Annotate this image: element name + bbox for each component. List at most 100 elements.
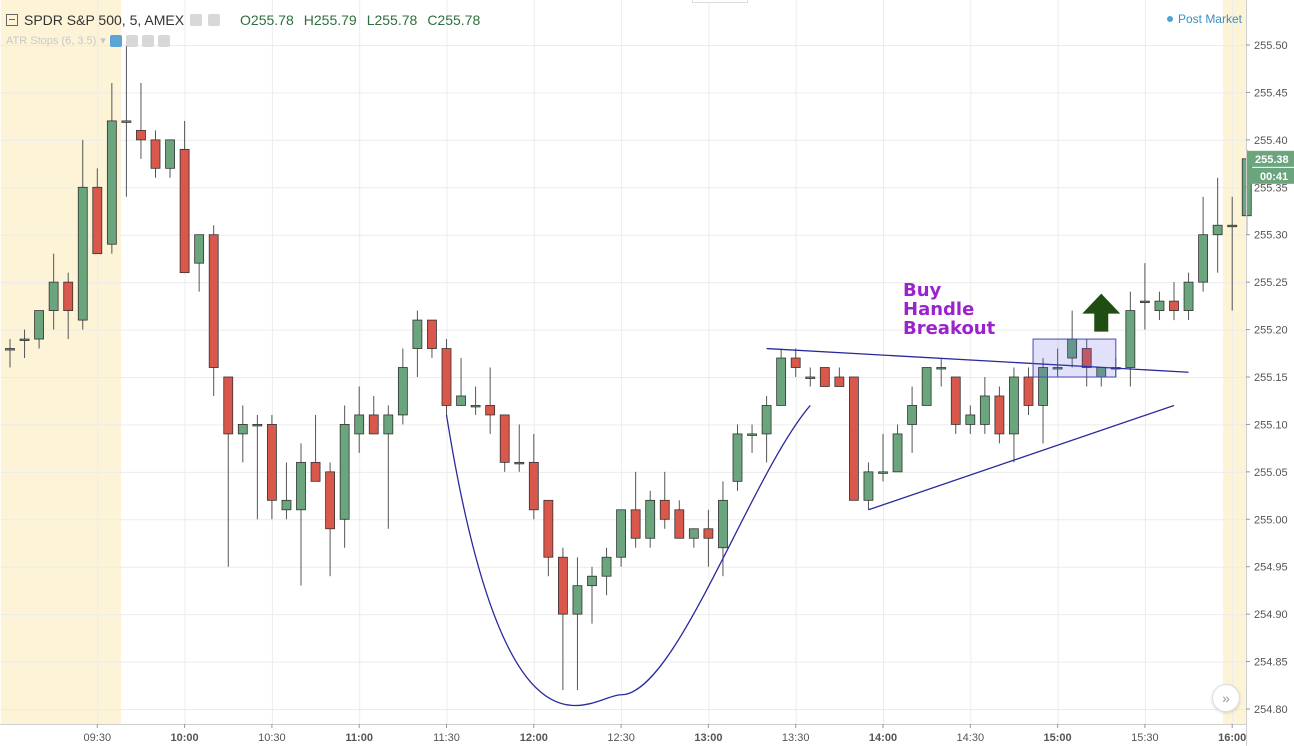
candle <box>1038 358 1048 444</box>
chevron-down-icon[interactable]: ▾ <box>100 35 106 47</box>
candle-body <box>63 281 74 311</box>
countdown-badge <box>1247 167 1294 184</box>
candle-body <box>761 405 772 435</box>
candle-body <box>48 281 59 311</box>
candle <box>1081 339 1092 387</box>
symbol-title[interactable]: SPDR S&P 500, 5, AMEX <box>24 12 185 28</box>
candle-body <box>237 424 248 435</box>
candle-body <box>310 461 321 482</box>
candle <box>1009 367 1019 463</box>
time-tick-label: 15:30 <box>1131 732 1159 744</box>
candle <box>150 130 161 178</box>
candle <box>383 405 394 529</box>
candle-body <box>1169 300 1179 312</box>
study-legend: ATR Stops (6, 3.5) ▾ <box>6 34 170 47</box>
time-tick-label: 11:30 <box>433 732 460 744</box>
candle <box>849 376 859 501</box>
candle <box>805 367 816 387</box>
candle <box>412 310 423 377</box>
candle-body <box>208 234 219 368</box>
add-icon[interactable] <box>141 34 154 47</box>
candle <box>48 253 59 330</box>
candle-body <box>863 471 874 501</box>
annotation-line: Breakout <box>903 318 996 339</box>
candle <box>718 481 728 577</box>
time-tick-label: 13:00 <box>694 732 722 744</box>
candle <box>674 500 685 539</box>
candle <box>761 395 772 463</box>
candle <box>572 557 583 691</box>
candle <box>136 82 146 159</box>
candle <box>776 348 787 406</box>
candle-body <box>1081 348 1092 368</box>
candle <box>106 82 117 254</box>
candle <box>179 120 190 274</box>
candle-body <box>936 367 947 370</box>
candle-body <box>1198 234 1208 283</box>
price-tick-label: 255.50 <box>1254 40 1288 52</box>
candle <box>950 376 961 434</box>
candle <box>616 509 626 567</box>
candle-body <box>223 376 234 435</box>
time-tick-label: 16:00 <box>1218 732 1246 744</box>
candle-body <box>427 319 437 349</box>
candle <box>892 424 903 473</box>
candle <box>194 234 205 292</box>
candle <box>659 471 670 529</box>
countdown-label: 00:41 <box>1260 171 1288 183</box>
candlestick-series <box>5 45 1252 691</box>
candle-body <box>19 338 30 341</box>
candle-body <box>194 234 205 264</box>
candle-body <box>456 395 466 406</box>
candle-body <box>1140 300 1150 304</box>
collapse-icon[interactable] <box>6 14 18 26</box>
last-price-label: 255.38 <box>1255 154 1289 166</box>
price-tick-label: 255.35 <box>1254 182 1288 194</box>
candle-body <box>572 585 583 615</box>
study-name[interactable]: ATR Stops (6, 3.5) <box>6 34 97 47</box>
eye-icon[interactable] <box>190 14 203 26</box>
candle <box>994 386 1005 444</box>
candle-body <box>994 395 1005 435</box>
last-price-badge <box>1247 150 1294 167</box>
candle <box>121 45 132 197</box>
candle <box>1212 177 1223 273</box>
candle <box>1023 367 1034 415</box>
price-tick-label: 254.90 <box>1254 609 1288 621</box>
candle-body <box>296 461 306 511</box>
settings-icon[interactable] <box>208 14 221 26</box>
lower-trendline <box>868 404 1175 511</box>
candle <box>965 405 976 434</box>
candle <box>834 367 845 387</box>
low-value: L255.78 <box>366 12 418 28</box>
candle <box>819 367 830 387</box>
buy-arrow-icon <box>1082 293 1121 332</box>
candle-body <box>5 348 15 351</box>
chart-drawings <box>445 293 1189 707</box>
candle <box>1227 196 1238 311</box>
candle <box>1052 348 1063 377</box>
eye-icon[interactable] <box>109 34 122 47</box>
time-axis-background <box>0 724 1246 746</box>
candle <box>688 528 699 548</box>
candle <box>587 566 597 624</box>
candle-body <box>543 499 554 558</box>
scroll-to-realtime-button[interactable]: » <box>1212 684 1240 712</box>
candle-body <box>1227 224 1238 228</box>
time-tick-label: 15:00 <box>1044 732 1072 744</box>
close-icon[interactable] <box>157 34 170 47</box>
candle-body <box>1154 300 1165 312</box>
candle <box>63 272 74 340</box>
candle-body <box>514 461 525 465</box>
candle <box>558 547 568 691</box>
candle <box>878 433 888 482</box>
gear-icon[interactable] <box>125 34 138 47</box>
candle-body <box>136 129 146 141</box>
candle-body <box>834 376 845 387</box>
chart-handle[interactable] <box>692 0 748 3</box>
post-market-indicator: Post Market <box>1166 12 1242 26</box>
candle-body <box>499 414 510 463</box>
candle-body <box>601 556 612 577</box>
candle <box>165 139 175 178</box>
